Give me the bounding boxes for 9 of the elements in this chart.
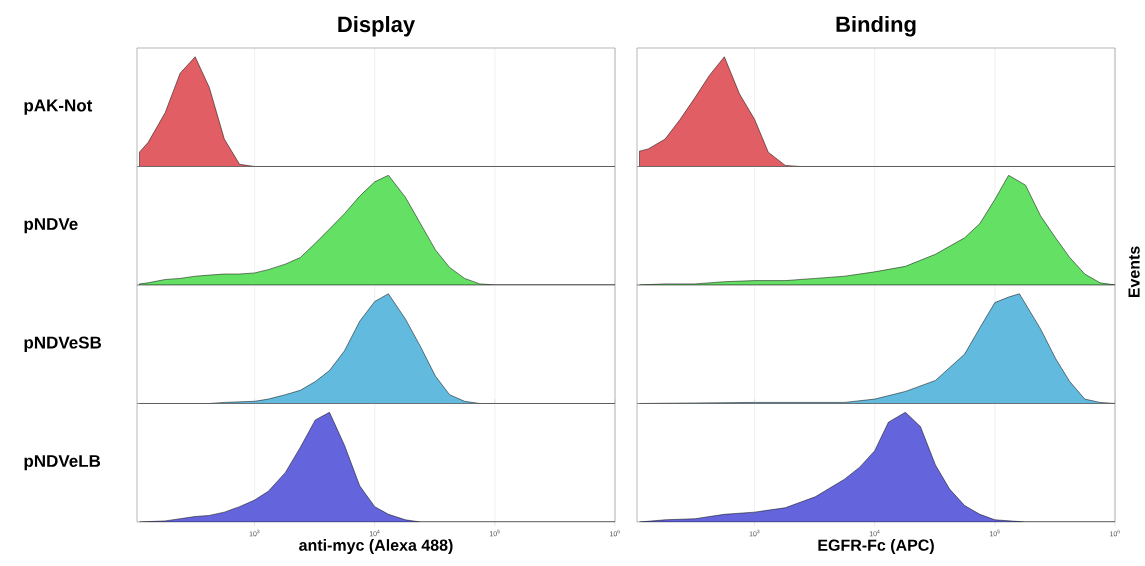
y-axis-title: pNDVeSB <box>24 336 102 352</box>
x-axis-title: EGFR-Fc (APC) <box>818 539 934 555</box>
y-axis-title: pAK-Not <box>24 99 93 115</box>
x-axis-title: anti-myc (Alexa 488) <box>299 539 453 555</box>
chart-title: Binding <box>836 15 916 37</box>
chart-title: Display <box>338 15 416 37</box>
y-axis-title: pNDVeLB <box>24 455 101 471</box>
y-axis-title: pNDVe <box>24 218 78 234</box>
y2-axis-title: Events <box>1128 246 1140 298</box>
